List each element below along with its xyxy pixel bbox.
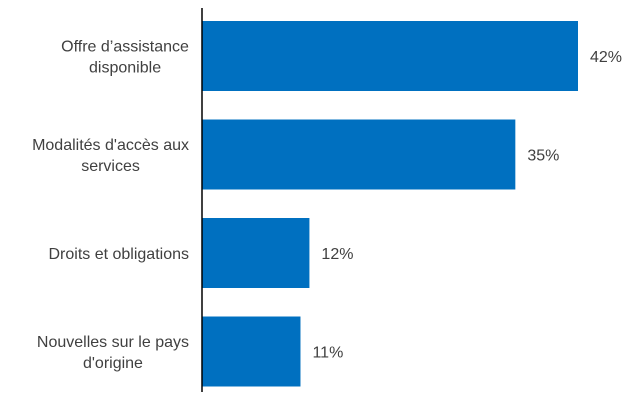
bar-3 — [202, 218, 310, 288]
value-labels: 42% 35% 12% 11% — [312, 49, 622, 362]
bar-4 — [202, 316, 301, 387]
bar-1 — [202, 21, 578, 91]
category-label-line: Offre d’assistance — [61, 39, 189, 56]
category-label-line: Modalités d'accès aux — [32, 137, 189, 154]
bars — [202, 21, 578, 387]
value-label-3: 12% — [321, 246, 353, 263]
bar-2 — [202, 119, 516, 190]
category-label-line: d'origine — [83, 355, 143, 372]
category-label-4: Nouvelles sur le pays d'origine — [37, 334, 189, 372]
category-label-line: Nouvelles sur le pays — [37, 334, 189, 351]
value-label-1: 42% — [590, 49, 622, 66]
value-label-4: 11% — [312, 345, 343, 362]
category-label-3: Droits et obligations — [48, 246, 189, 263]
category-label-line: Droits et obligations — [48, 246, 189, 263]
value-label-2: 35% — [527, 148, 559, 165]
category-labels: Offre d’assistance disponible Modalités d'… — [32, 39, 189, 373]
category-label-2: Modalités d'accès aux services — [32, 137, 189, 175]
category-label-1: Offre d’assistance disponible — [61, 39, 189, 77]
category-label-line: disponible — [89, 60, 161, 77]
category-label-line: services — [81, 158, 140, 175]
